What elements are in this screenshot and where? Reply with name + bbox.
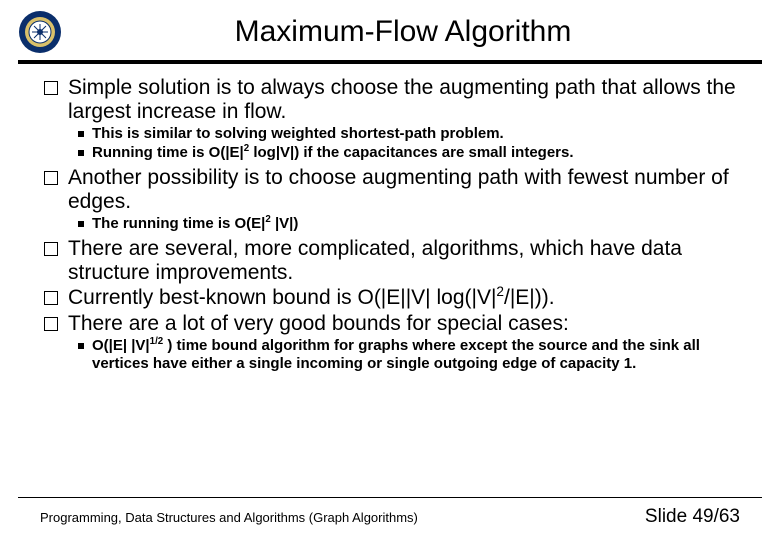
bullet-item: Currently best-known bound is O(|E||V| l…	[30, 286, 750, 310]
text: ) time bound algorithm for graphs where …	[92, 337, 700, 372]
text: The running time is O(E|	[92, 215, 265, 232]
superscript: 1/2	[150, 336, 164, 347]
bullet-item: Another possibility is to choose augment…	[30, 166, 750, 213]
sub-bullet-item: This is similar to solving weighted shor…	[30, 125, 750, 143]
bullet-item: There are several, more complicated, alg…	[30, 237, 750, 284]
text: Currently best-known bound is O(|E||V| l…	[68, 286, 496, 309]
sub-bullet-item: O(|E| |V|1/2 ) time bound algorithm for …	[30, 337, 750, 373]
sub-bullet-item: The running time is O(E|2 |V|)	[30, 215, 750, 233]
footer-slide-number: Slide 49/63	[645, 506, 740, 528]
footer-course: Programming, Data Structures and Algorit…	[40, 510, 418, 525]
text: O(|E| |V|	[92, 337, 150, 354]
slide-title: Maximum-Flow Algorithm	[74, 15, 762, 49]
slide-header: Maximum-Flow Algorithm	[0, 0, 780, 60]
bullet-item: There are a lot of very good bounds for …	[30, 312, 750, 336]
org-logo	[18, 10, 62, 54]
slide-footer: Programming, Data Structures and Algorit…	[18, 497, 762, 528]
title-rule	[18, 60, 762, 64]
text: |V|)	[271, 215, 299, 232]
bullet-item: Simple solution is to always choose the …	[30, 76, 750, 123]
text: log|V|) if the capacitances are small in…	[249, 144, 573, 161]
sub-bullet-item: Running time is O(|E|2 log|V|) if the ca…	[30, 144, 750, 162]
superscript: 2	[496, 284, 504, 299]
text: Running time is O(|E|	[92, 144, 244, 161]
slide-body: Simple solution is to always choose the …	[0, 76, 780, 373]
text: /|E|)).	[504, 286, 555, 309]
